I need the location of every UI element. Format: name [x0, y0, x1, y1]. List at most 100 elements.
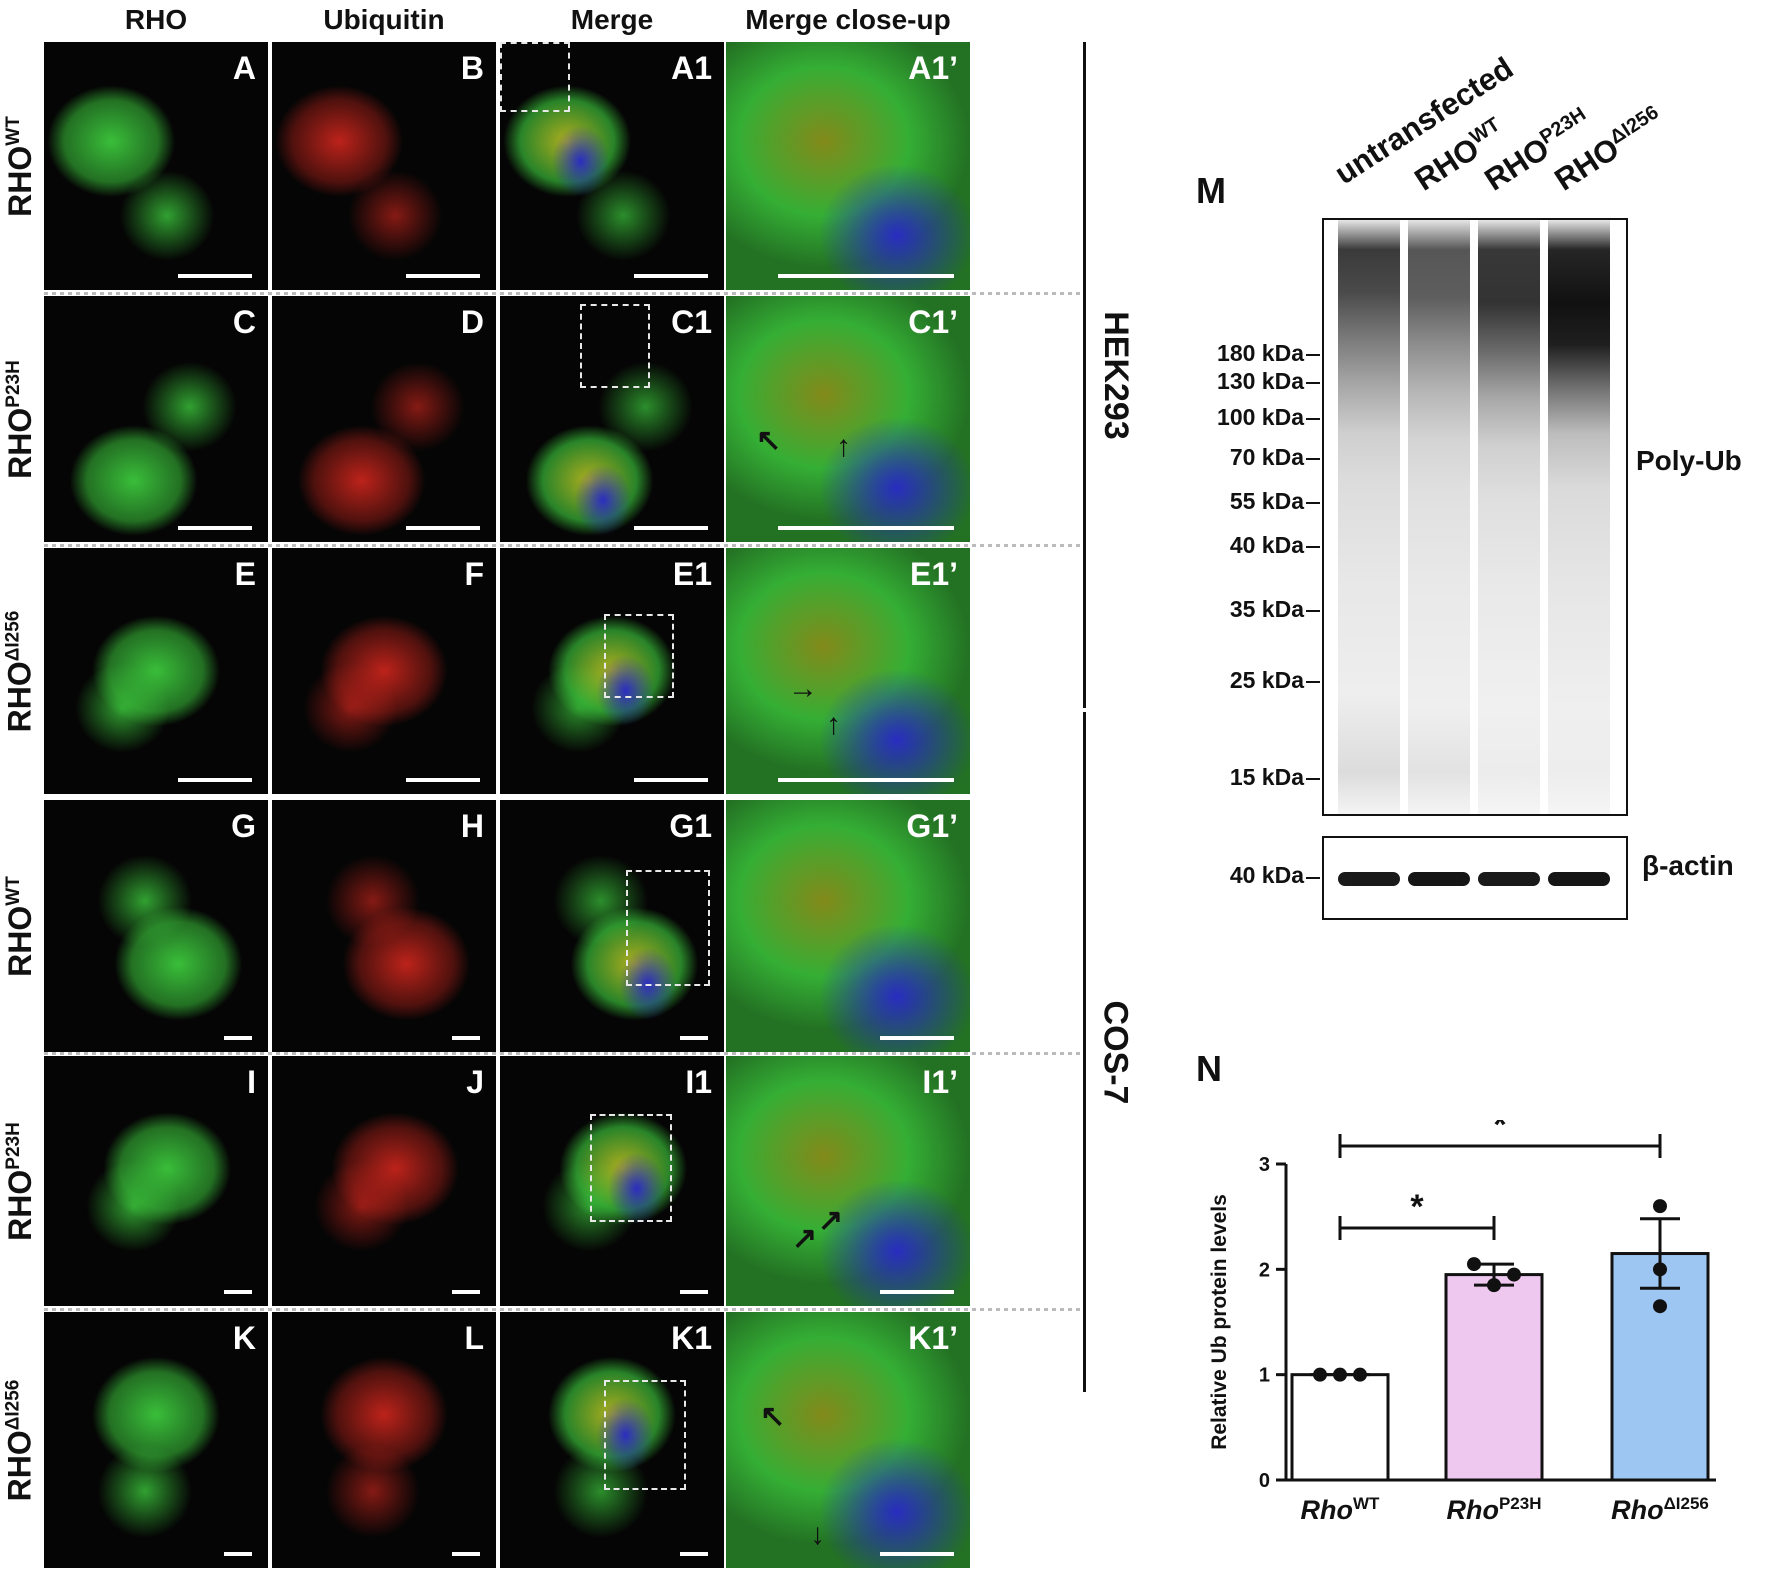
micrograph-a1: A1 — [500, 42, 724, 290]
panel-label: A — [232, 50, 256, 86]
mw-marker: 70 kDa — [1229, 444, 1304, 470]
mw-marker: 25 kDa — [1229, 667, 1304, 693]
panel-label: L — [464, 1320, 484, 1356]
poly-ub-blot — [1322, 218, 1628, 816]
micrograph-a: A — [44, 42, 268, 290]
y-tick-label: 3 — [1259, 1154, 1270, 1176]
panel-label: G1’ — [906, 808, 958, 844]
micrograph-e1-prime: E1’ → ↑ — [726, 548, 970, 794]
significance-label: * — [1493, 1120, 1507, 1144]
micrograph-g1: G1 — [500, 800, 724, 1052]
panel-label: G — [231, 808, 256, 844]
micrograph-i1-prime: I1’ ↗ ↗ — [726, 1056, 970, 1306]
column-header-ubiquitin: Ubiquitin — [323, 4, 445, 35]
scale-bar — [406, 526, 480, 530]
mw-marker: 180 kDa — [1217, 340, 1304, 366]
actin-band-1 — [1338, 872, 1400, 886]
micrograph-a1-prime: A1’ — [726, 42, 970, 290]
mw-marker: 55 kDa — [1229, 488, 1304, 514]
mw-marker-tick — [1306, 382, 1320, 384]
closeup-region-box — [580, 304, 650, 388]
mw-marker: 130 kDa — [1217, 368, 1304, 394]
mw-marker: 15 kDa — [1229, 764, 1304, 790]
row-label: RHOWT — [1, 115, 38, 217]
mw-marker-tick — [1306, 546, 1320, 548]
blot-lane-untransfected — [1338, 220, 1400, 814]
colocalization-arrow: ↖ — [756, 424, 782, 457]
x-category-label: RhoWT — [1300, 1494, 1380, 1525]
panel-label: K — [232, 1320, 256, 1356]
data-point — [1653, 1262, 1667, 1277]
scale-bar — [680, 1290, 708, 1294]
micrograph-b: B — [272, 42, 496, 290]
panel-label: H — [460, 808, 484, 844]
panel-label: G1 — [669, 808, 712, 844]
scale-bar — [634, 526, 708, 530]
colocalization-arrow: ↗ — [818, 1204, 844, 1237]
column-header-merge-closeup: Merge close-up — [745, 4, 951, 35]
scale-bar — [778, 274, 954, 278]
mw-marker-tick — [1306, 418, 1320, 420]
mw-marker-tick — [1306, 778, 1320, 780]
panel-label: A1 — [671, 50, 712, 86]
micrograph-k1: K1 — [500, 1312, 724, 1568]
data-point — [1487, 1278, 1501, 1293]
closeup-region-box — [604, 614, 674, 698]
column-header-merge: Merge — [570, 4, 654, 35]
y-tick-label: 1 — [1259, 1365, 1270, 1387]
x-category-label: RhoΔI256 — [1611, 1494, 1709, 1525]
scale-bar — [406, 778, 480, 782]
mw-marker-tick — [1306, 681, 1320, 683]
row-label: RHOΔI256 — [1, 1379, 38, 1501]
micrograph-c1: C1 — [500, 296, 724, 542]
scale-bar — [224, 1036, 252, 1040]
closeup-region-box — [590, 1114, 672, 1222]
scale-bar — [452, 1036, 480, 1040]
row-separator — [44, 1052, 1084, 1055]
cell-line-cos7: COS-7 — [1096, 1000, 1135, 1104]
scale-bar — [178, 526, 252, 530]
blot-lane-rho-di256 — [1548, 220, 1610, 814]
scale-bar — [778, 526, 954, 530]
scale-bar — [452, 1552, 480, 1556]
y-tick-label: 2 — [1259, 1259, 1270, 1281]
blot-lane-rho-p23h — [1478, 220, 1540, 814]
row-separator — [44, 1308, 1084, 1311]
colocalization-arrow: ↑ — [826, 708, 841, 741]
y-tick-label: 0 — [1259, 1470, 1270, 1492]
cos7-divider — [1083, 712, 1086, 1392]
row-separator — [44, 796, 1084, 799]
data-point — [1333, 1367, 1347, 1382]
bar — [1610, 1252, 1710, 1482]
row-label: RHOΔI256 — [1, 610, 38, 732]
scale-bar — [680, 1552, 708, 1556]
panel-letter-m: M — [1196, 170, 1226, 211]
panel-label: B — [460, 50, 484, 86]
scale-bar — [778, 778, 954, 782]
scale-bar — [880, 1036, 954, 1040]
actin-band-2 — [1408, 872, 1470, 886]
blot-label-beta-actin: β-actin — [1642, 850, 1734, 881]
data-point — [1653, 1299, 1667, 1314]
micrograph-c1-prime: C1’ ↖ ↑ — [726, 296, 970, 542]
closeup-region-box — [604, 1380, 686, 1490]
row-label: RHOWT — [1, 875, 38, 977]
colocalization-arrow: ↑ — [836, 430, 851, 463]
micrograph-c: C — [44, 296, 268, 542]
panel-label: K1’ — [908, 1320, 958, 1356]
row-separator — [44, 544, 1084, 547]
panel-label: E — [234, 556, 256, 592]
row-label: RHOP23H — [1, 1121, 38, 1241]
mw-marker: 35 kDa — [1229, 596, 1304, 622]
mw-marker-tick — [1306, 502, 1320, 504]
scale-bar — [880, 1290, 954, 1294]
panel-label: E1 — [672, 556, 712, 592]
micrograph-k: K — [44, 1312, 268, 1568]
actin-marker-tick — [1306, 877, 1320, 879]
scale-bar — [634, 274, 708, 278]
panel-label: F — [464, 556, 484, 592]
scale-bar — [224, 1290, 252, 1294]
mw-marker-tick — [1306, 610, 1320, 612]
bar — [1290, 1373, 1390, 1482]
row-label: RHOP23H — [1, 359, 38, 479]
